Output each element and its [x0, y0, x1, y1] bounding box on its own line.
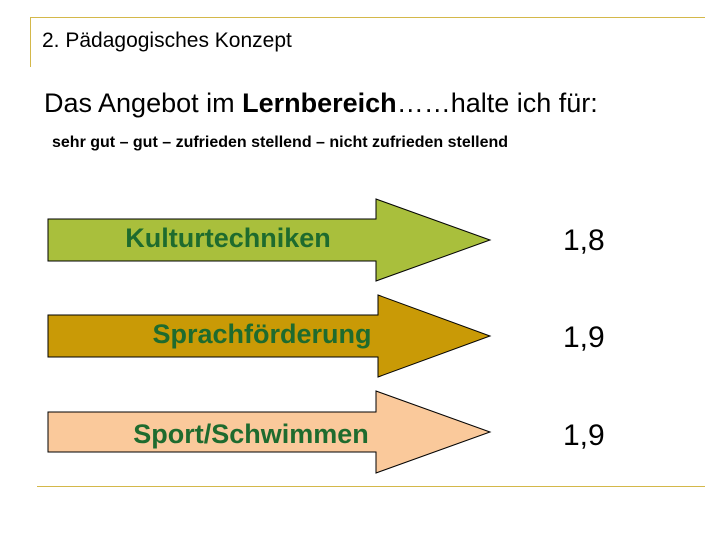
rating-kulturtechniken: 1,8 — [563, 224, 605, 257]
arrow-label-kulturtechniken: Kulturtechniken — [125, 223, 331, 253]
question-prefix: Das Angebot im — [44, 88, 243, 118]
title-side-line — [30, 17, 31, 67]
slide-title: 2. Pädagogisches Konzept — [42, 29, 292, 52]
arrow-item-sport-schwimmen: Sport/Schwimmen — [47, 390, 492, 474]
arrow-shape-sprachfoerderung — [47, 294, 492, 378]
rating-sport-schwimmen: 1,9 — [563, 419, 605, 452]
question-bold-term: Lernbereich — [242, 88, 397, 118]
arrow-label-sprachfoerderung: Sprachförderung — [152, 319, 371, 349]
arrow-shape-kulturtechniken — [47, 198, 492, 282]
arrow-shape-sport-schwimmen — [47, 390, 492, 474]
arrow-label-sport-schwimmen: Sport/Schwimmen — [133, 419, 369, 449]
top-divider-line — [30, 17, 705, 18]
rating-scale: sehr gut – gut – zufrieden stellend – ni… — [52, 134, 509, 151]
question-text: Das Angebot im Lernbereich……halte ich fü… — [44, 88, 598, 119]
question-suffix: ……halte ich für: — [396, 88, 598, 118]
arrow-item-kulturtechniken: Kulturtechniken — [47, 198, 492, 282]
bottom-divider-line — [37, 486, 705, 487]
arrow-item-sprachfoerderung: Sprachförderung — [47, 294, 492, 378]
rating-sprachfoerderung: 1,9 — [563, 321, 605, 354]
